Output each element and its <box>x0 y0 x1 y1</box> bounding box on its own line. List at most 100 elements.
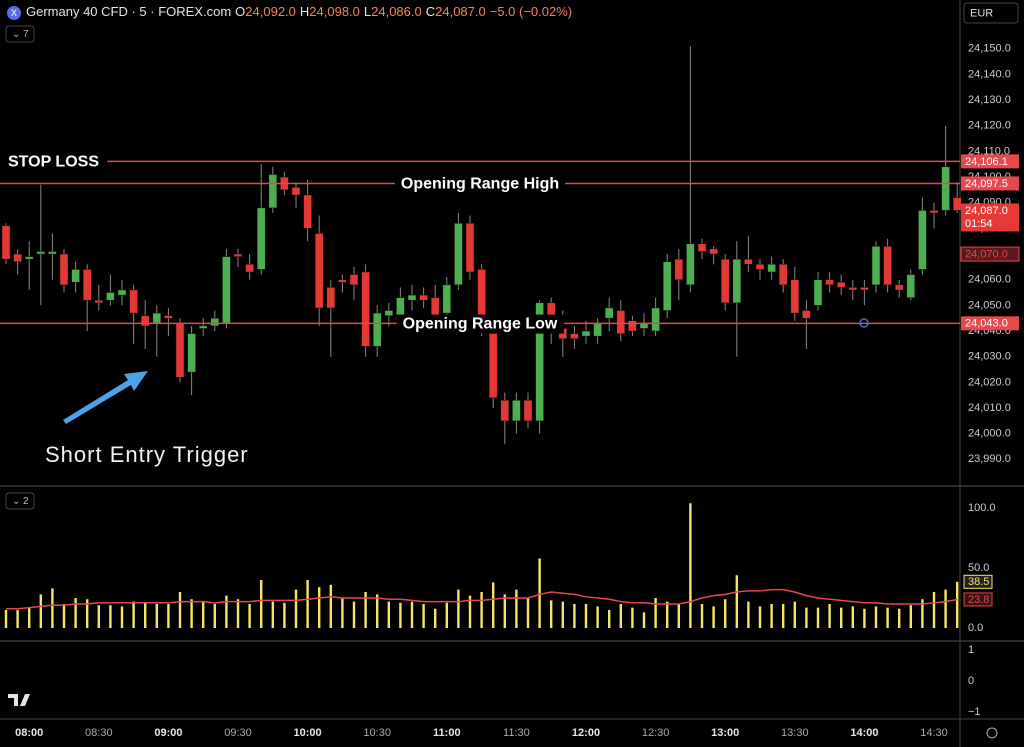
x-tick-label: 14:30 <box>920 727 948 739</box>
candle-body <box>361 271 370 347</box>
ohlc-key: C <box>426 4 435 19</box>
value-tag-label: 38.5 <box>968 576 989 588</box>
volume-bar <box>387 601 390 629</box>
x-tick-label: 08:30 <box>85 727 113 739</box>
pane-toggle[interactable] <box>5 492 35 510</box>
y-tick-label: 24,030.0 <box>968 351 1011 363</box>
candle-body <box>593 323 602 337</box>
volume-bar <box>97 605 100 629</box>
y-tick-label: −1 <box>968 706 981 718</box>
candle-body <box>570 333 579 339</box>
volume-bar <box>190 599 193 629</box>
volume-bar <box>236 599 240 629</box>
volume-bar <box>816 607 820 629</box>
candle-body <box>268 174 278 209</box>
candle-body <box>384 310 394 316</box>
candle-body <box>790 279 800 314</box>
y-tick-label: 24,130.0 <box>968 94 1011 106</box>
candle-body <box>256 207 266 270</box>
volume-bar <box>840 607 843 629</box>
pane-toggle-chevron: ⌄ <box>12 496 20 507</box>
y-tick-label: 24,110.0 <box>968 145 1010 157</box>
volume-bar <box>747 601 750 629</box>
candle-body <box>894 284 904 291</box>
ohlc-key: H <box>300 4 309 19</box>
volume-bar <box>782 604 785 629</box>
volume-bar <box>341 598 344 629</box>
ohlc-value: 24,087.0 <box>435 4 486 19</box>
currency[interactable]: EUR <box>970 7 993 19</box>
y-tick-label: 23,990.0 <box>968 453 1011 465</box>
volume-bar <box>538 558 541 629</box>
volume-bar <box>434 608 437 629</box>
volume-bar <box>805 607 808 629</box>
candle-body <box>500 400 510 422</box>
volume-bar <box>631 607 634 629</box>
volume-bar <box>596 606 599 629</box>
candle-body <box>628 320 637 332</box>
candle-body <box>860 287 869 291</box>
currency-button[interactable] <box>963 2 1019 24</box>
y-tick-label: 0.0 <box>968 622 983 634</box>
candle-body <box>744 258 753 265</box>
candle-body <box>767 264 776 273</box>
candle-body <box>291 187 301 196</box>
candle-body <box>720 258 730 304</box>
y-tick-label: 24,050.0 <box>968 299 1011 311</box>
volume-bar <box>260 580 263 629</box>
text-background <box>394 174 566 194</box>
candle-body <box>732 258 742 304</box>
x-tick-label: 08:00 <box>15 727 43 739</box>
volume-bar <box>550 600 553 629</box>
change: −5.0 (−0.02%) <box>490 4 572 19</box>
price-tag <box>961 316 1019 331</box>
volume-bar <box>828 604 831 629</box>
symbol-logo-mark: X <box>11 8 17 18</box>
x-tick-label: 11:30 <box>503 727 530 739</box>
volume-bar <box>874 606 878 629</box>
candle-body <box>13 253 22 262</box>
candle-body <box>523 400 533 422</box>
pane-toggle-count[interactable]: 2 <box>23 496 29 507</box>
candle-body <box>303 194 312 229</box>
candle-body <box>778 264 788 286</box>
candle-body <box>616 310 626 334</box>
volume-bar <box>457 589 460 629</box>
candle-body <box>755 264 765 270</box>
volume-ma-line <box>6 588 958 610</box>
volume-bar <box>318 587 321 629</box>
text-background <box>396 314 564 334</box>
y-tick-label: 24,120.0 <box>968 120 1011 132</box>
volume-bar <box>863 608 866 629</box>
candle-body <box>94 299 104 304</box>
candle-body <box>430 297 440 316</box>
volume-bar <box>109 605 112 629</box>
volume-bar <box>167 604 170 629</box>
candle-body <box>918 210 927 270</box>
pane-toggle-count[interactable]: 7 <box>23 29 29 40</box>
ohlc-key: O <box>235 4 245 19</box>
candle-body <box>48 251 57 255</box>
x-tick-label: 10:00 <box>294 727 322 739</box>
candle-body <box>407 294 417 301</box>
pane-toggle[interactable] <box>5 25 35 43</box>
volume-bar <box>352 601 356 629</box>
value-tag <box>963 592 993 607</box>
candle-body <box>512 400 521 422</box>
candle-body <box>326 287 336 309</box>
candle-body <box>941 166 950 211</box>
volume-bar <box>271 601 274 629</box>
last-price-label: 24,087.0 <box>965 205 1008 217</box>
candle-body <box>604 307 614 319</box>
volume-bar <box>28 607 31 629</box>
volume-bar <box>376 594 379 629</box>
ohlc-key: L <box>364 4 371 19</box>
settings-button[interactable] <box>986 727 998 739</box>
candle-body <box>349 274 359 286</box>
x-tick-label: 09:30 <box>224 727 252 739</box>
volume-bar <box>283 602 286 629</box>
volume-bar <box>178 592 182 629</box>
volume-bar <box>700 604 704 629</box>
candle-body <box>419 294 428 301</box>
